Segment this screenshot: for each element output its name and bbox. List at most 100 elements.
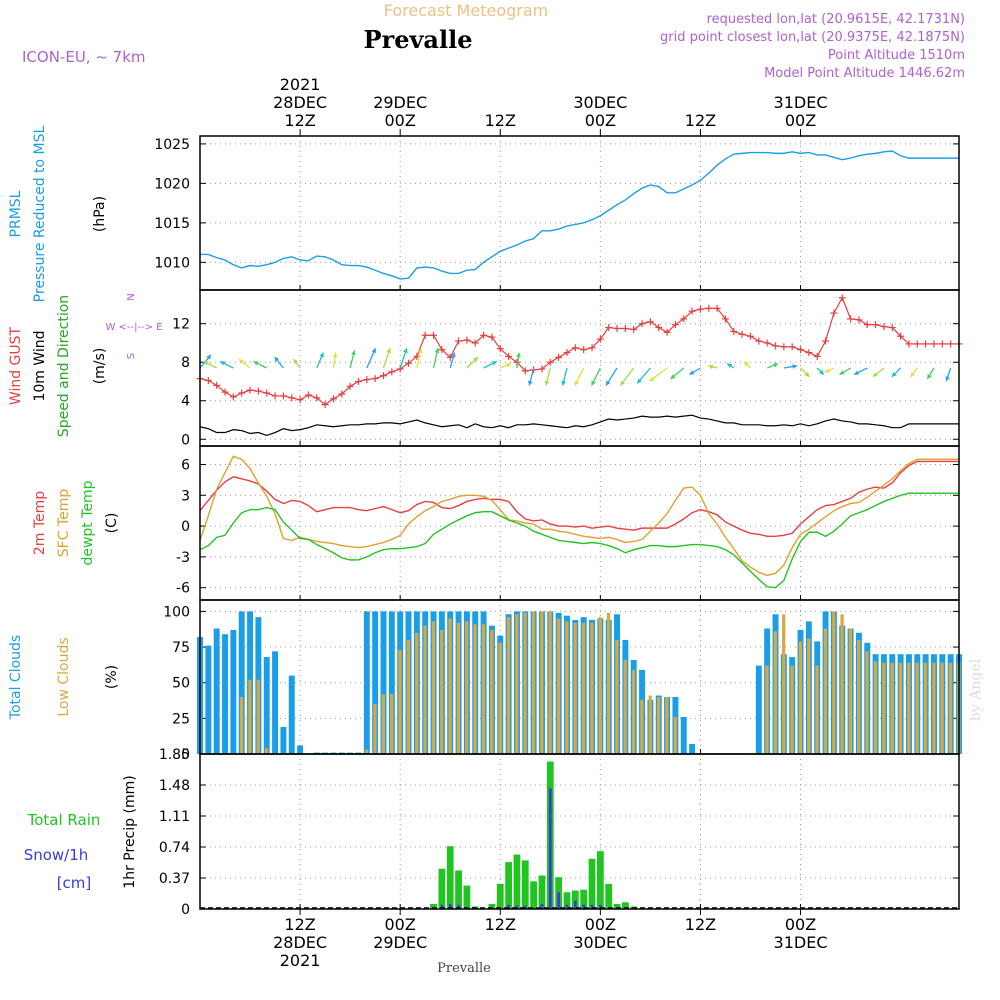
wind-gust-marker	[763, 339, 771, 347]
top-time-label: 12Z	[485, 111, 516, 130]
low-cloud-bar	[440, 629, 444, 754]
low-cloud-bar	[940, 662, 944, 754]
bottom-time-label: 28DEC	[273, 933, 327, 952]
low-cloud-bar	[673, 716, 677, 754]
wind-frame	[199, 289, 960, 447]
wind-gust-marker	[521, 367, 529, 375]
rain-bar	[571, 890, 579, 909]
total-cloud-bar	[205, 645, 212, 754]
wind-gust-marker	[480, 331, 488, 339]
wind-arrow	[332, 352, 338, 369]
wind-arrow	[449, 352, 456, 369]
wind-gust-marker	[797, 346, 805, 354]
wind-gust-marker	[313, 394, 321, 402]
wind-gust-marker	[471, 339, 479, 347]
bottom-time-label: 12Z	[284, 915, 315, 934]
wind-gust-marker	[388, 368, 396, 376]
wind-arrow	[872, 367, 885, 378]
low-cloud-bar	[431, 621, 436, 754]
wind-arrow-head	[872, 372, 878, 377]
temperature-series-2	[199, 492, 959, 589]
precip-ytick-label: 1.85	[159, 747, 190, 763]
wind-gust-marker	[738, 330, 746, 338]
wind-gust-marker	[621, 325, 629, 333]
temperature-frame	[199, 445, 960, 601]
wind-arrow	[219, 360, 234, 369]
precip-ytick-label: 1.48	[159, 778, 190, 794]
pressure-series-0	[200, 150, 959, 280]
wind-gust-marker	[538, 365, 546, 373]
station-title: Prevalle	[364, 25, 473, 54]
wind-arrow	[382, 347, 391, 369]
wind-arrow-head	[743, 361, 749, 367]
label-dewpt-temp: dewpt Temp	[80, 480, 96, 565]
wind-gust-marker	[922, 340, 930, 348]
wind-gust-marker	[788, 343, 796, 351]
wind-arrow	[800, 367, 810, 378]
wind-gust-marker	[279, 392, 287, 400]
model-name: ICON-EU, ~ 7km	[22, 48, 146, 66]
wind-gust-marker	[354, 377, 362, 385]
temperature-series-1	[199, 455, 959, 577]
wind-arrow	[274, 356, 284, 369]
wind-gust-marker	[838, 294, 846, 302]
wind-arrow-head	[819, 369, 824, 375]
wind-arrow	[500, 362, 512, 369]
bottom-time-label: 00Z	[785, 915, 816, 934]
wind-gust-marker	[438, 346, 446, 354]
bottom-time-label: 30DEC	[573, 933, 627, 952]
wind-arrow	[366, 347, 377, 369]
low-cloud-bar	[498, 642, 502, 754]
wind-gust-marker	[213, 381, 221, 389]
total-cloud-bar	[380, 611, 387, 754]
wind-gust-marker	[780, 343, 788, 351]
top-time-label: 31DEC	[774, 93, 828, 112]
low-cloud-bar	[907, 662, 911, 754]
low-cloud-bar	[481, 624, 486, 754]
wind-gust-marker	[913, 340, 921, 348]
top-time-label: 2021	[280, 75, 321, 94]
wind-gust-marker	[830, 309, 838, 317]
wind-gust-marker	[329, 395, 337, 403]
low-cloud-bar	[540, 611, 544, 754]
wind-arrow-head	[708, 364, 714, 370]
label-sfc-temp: SFC Temp	[56, 489, 72, 558]
bottom-time-label: 12Z	[485, 915, 516, 934]
rain-bar	[446, 846, 454, 909]
low-cloud-bar	[264, 748, 269, 754]
wind-gust-marker	[638, 320, 646, 328]
snow-bar	[523, 905, 527, 909]
wind-gust-marker	[254, 387, 262, 395]
wind-arrow	[590, 367, 601, 386]
wind-gust-marker	[304, 391, 312, 399]
wind-gust-marker	[805, 349, 813, 357]
wind-10m-line	[199, 414, 959, 437]
rain-bar	[505, 862, 512, 909]
wind-gust-marker	[613, 325, 621, 333]
wind-arrow	[605, 367, 618, 386]
low-cloud-bar	[406, 639, 411, 754]
wind-arrow	[253, 360, 268, 369]
low-cloud-bar	[857, 639, 861, 754]
wind-arrow	[708, 364, 718, 370]
low-cloud-bar	[448, 618, 452, 754]
wind-gust-marker	[346, 382, 354, 390]
wind-arrow-head	[473, 357, 478, 362]
low-cloud-bar	[423, 625, 427, 754]
wind-gust-marker	[588, 344, 596, 352]
snow-bar	[582, 904, 586, 909]
low-cloud-bar	[923, 662, 928, 754]
wind-arrow	[527, 367, 535, 386]
wind-arrow-head	[649, 376, 655, 382]
rain-bar	[605, 883, 613, 909]
plot-area: 101010151020102504812-6-3036025507510000…	[154, 75, 963, 970]
total-cloud-bar	[297, 745, 304, 754]
low-cloud-bar	[840, 614, 844, 754]
wind-gust-marker	[696, 305, 704, 313]
wind-gust-marker	[755, 337, 763, 345]
wind-arrow	[349, 350, 356, 369]
wind-arrow	[316, 352, 324, 369]
label-total-clouds: Total Clouds	[8, 635, 24, 720]
label-2m-temp: 2m Temp	[32, 491, 48, 555]
precip-ytick-label: 0.74	[159, 840, 190, 856]
